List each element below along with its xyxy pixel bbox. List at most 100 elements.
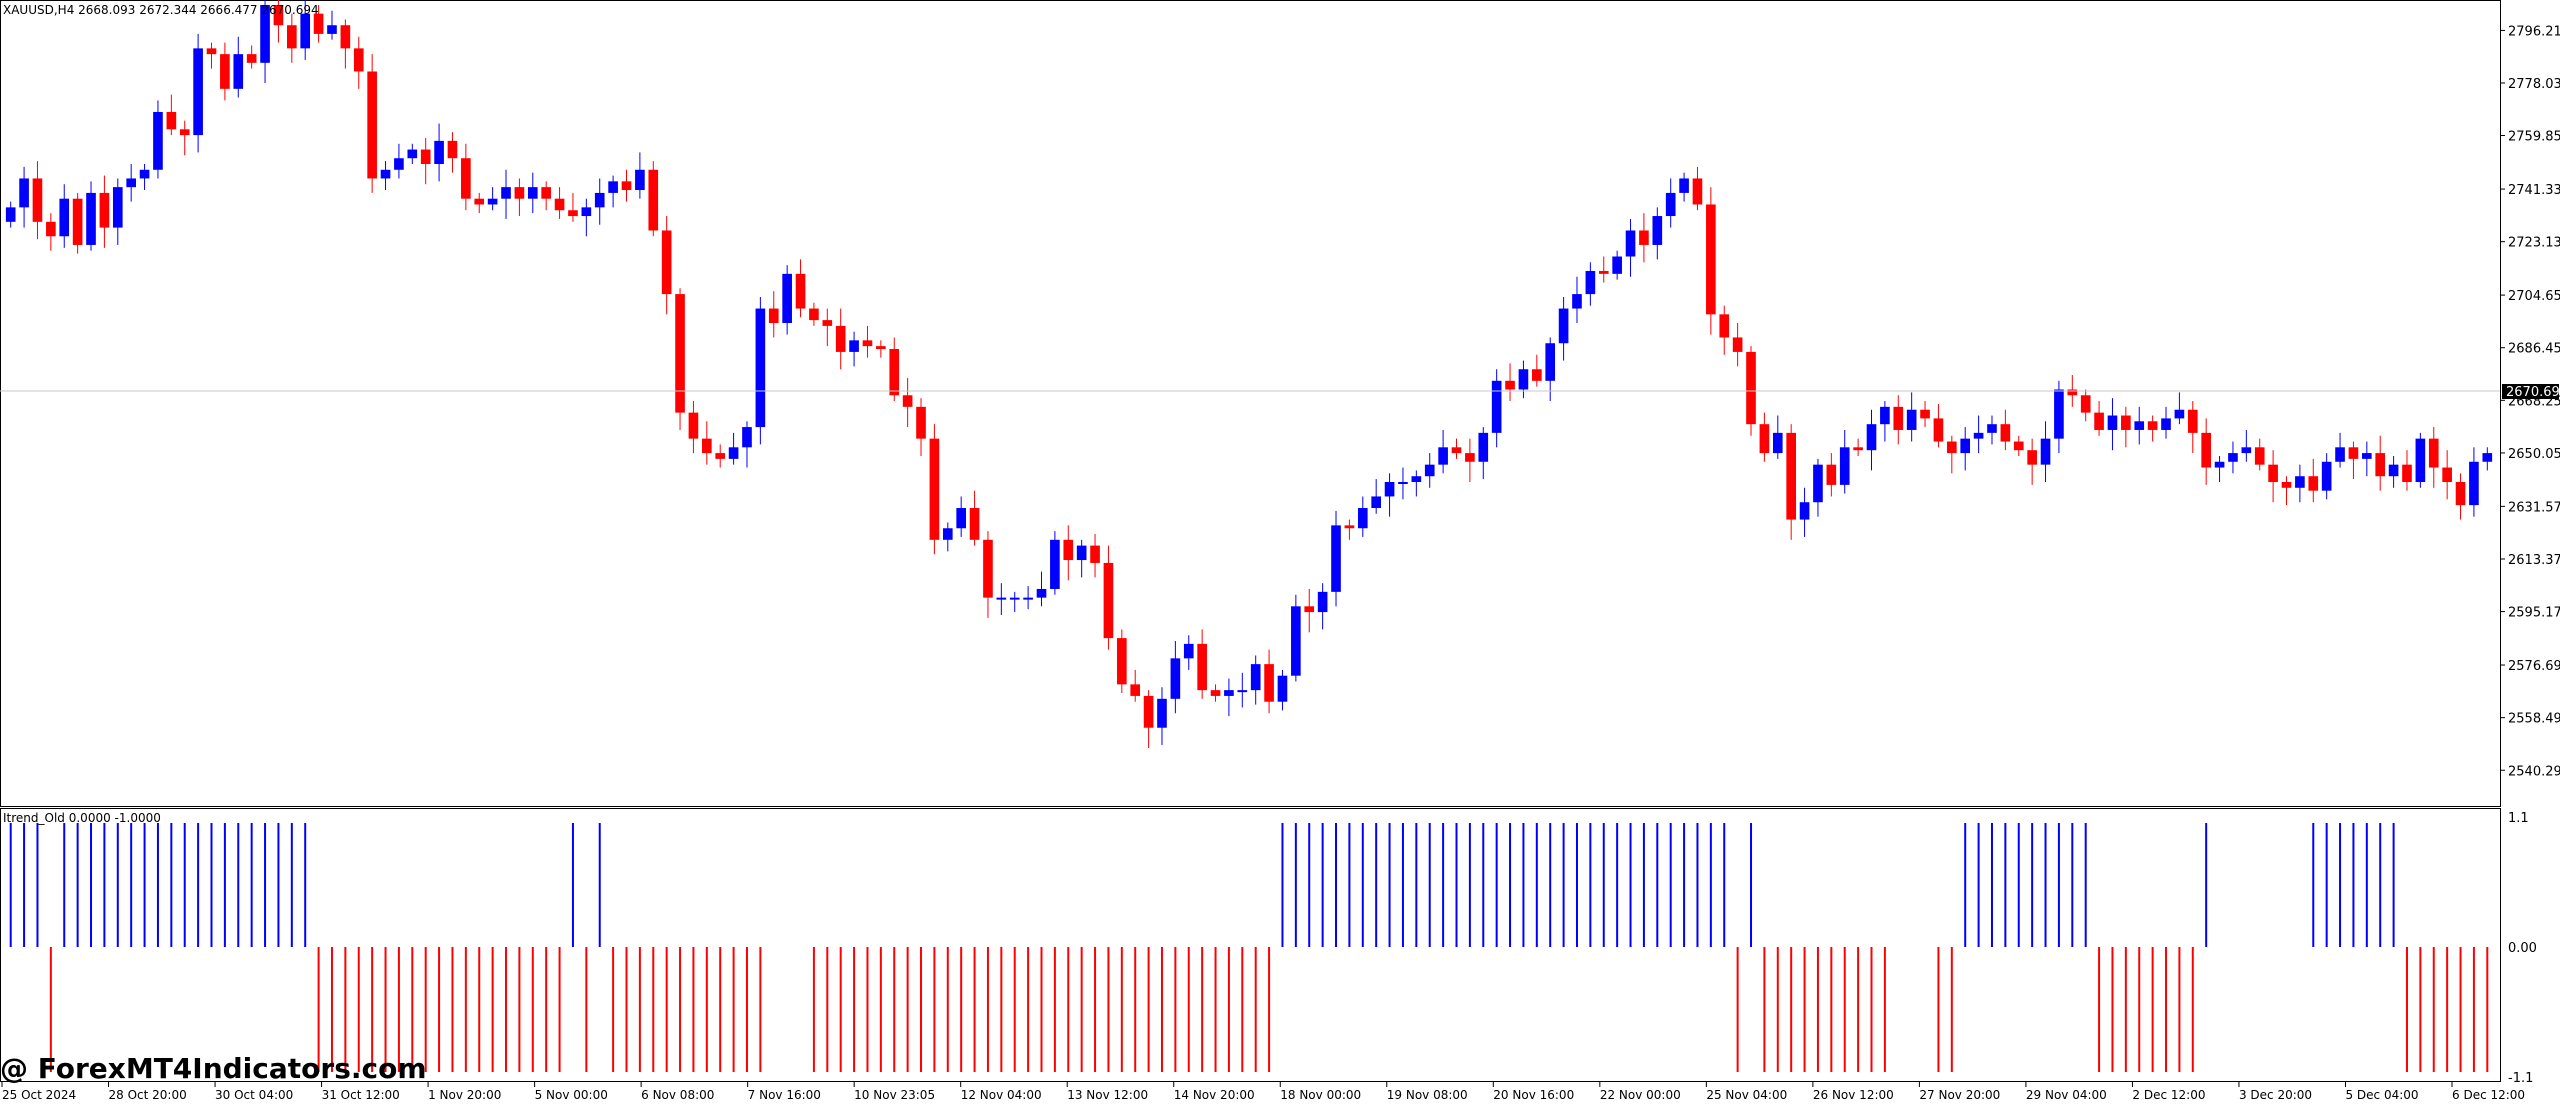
candle-body — [1063, 539, 1074, 561]
time-label: 30 Oct 04:00 — [215, 1088, 293, 1102]
candle-body — [755, 308, 766, 428]
candle-body — [2107, 415, 2118, 430]
candle-body — [1023, 597, 1033, 600]
price-label: 2723.130 — [2508, 236, 2560, 251]
price-label: 2595.170 — [2508, 606, 2560, 621]
price-label: 2778.030 — [2508, 77, 2560, 92]
time-label: 5 Nov 00:00 — [535, 1088, 608, 1102]
candle-body — [340, 25, 351, 49]
indicator-bars-layer — [9, 823, 2489, 1072]
candle-body — [380, 169, 391, 179]
candle-body — [2054, 389, 2064, 439]
candle-body — [1960, 438, 1971, 454]
candle-body — [1036, 588, 1047, 598]
candle-body — [2388, 464, 2399, 477]
time-label: 12 Nov 04:00 — [961, 1088, 1042, 1102]
candle-body — [2228, 453, 2238, 462]
candle-body — [260, 5, 270, 63]
candle-body — [1853, 447, 1863, 451]
time-label: 28 Oct 20:00 — [109, 1088, 187, 1102]
candle-body — [1357, 508, 1368, 529]
candle-body — [2121, 415, 2131, 430]
candle-body — [862, 340, 873, 347]
time-label: 25 Nov 04:00 — [1706, 1088, 1787, 1102]
price-label: 2704.650 — [2508, 289, 2560, 304]
candle-body — [1117, 638, 1127, 685]
candle-body — [126, 178, 136, 188]
candle-body — [1732, 337, 1743, 352]
candle-body — [942, 528, 953, 540]
price-label: 2613.370 — [2508, 553, 2560, 568]
candle-body — [2308, 476, 2319, 491]
candle-body — [728, 447, 739, 459]
candle-body — [635, 169, 645, 191]
candle-body — [300, 13, 311, 49]
candle-body — [2147, 421, 2158, 430]
candle-body — [2241, 447, 2252, 454]
candle-body — [1411, 476, 1422, 482]
candle-body — [1839, 447, 1850, 485]
indicator-axis-label: 1.1 — [2508, 811, 2529, 826]
candle-body — [795, 273, 806, 309]
candle-body — [621, 181, 632, 191]
candle-body — [2415, 438, 2426, 482]
candle-body — [956, 508, 966, 529]
candle-body — [1572, 294, 1582, 309]
candle-body — [996, 597, 1007, 600]
current-price-label: 2670.694 — [2506, 385, 2560, 400]
candle-body — [2040, 438, 2051, 465]
candle-body — [1076, 545, 1087, 561]
price-label: 2650.050 — [2508, 447, 2560, 462]
candle-body — [929, 438, 940, 540]
time-label: 3 Dec 20:00 — [2239, 1088, 2312, 1102]
candle-body — [2080, 395, 2091, 413]
candle-body — [59, 198, 70, 237]
candle-body — [1880, 406, 1890, 425]
candle-body — [501, 187, 511, 199]
candle-body — [153, 111, 163, 170]
candle-body — [1866, 424, 1877, 451]
time-label: 6 Nov 08:00 — [641, 1088, 714, 1102]
candle-body — [447, 140, 458, 159]
candle-body — [327, 25, 337, 34]
candle-body — [688, 412, 699, 439]
candle-body — [2442, 467, 2452, 482]
candle-body — [1920, 409, 1930, 419]
candle-body — [2094, 412, 2104, 430]
candle-body — [2000, 424, 2011, 442]
candle-body — [2295, 476, 2305, 488]
candle-body — [1224, 690, 1234, 696]
candle-body — [1759, 424, 1770, 454]
time-label: 10 Nov 23:05 — [854, 1088, 935, 1102]
price-label: 2558.490 — [2508, 712, 2560, 727]
candle-body — [2174, 409, 2185, 419]
candle-body — [246, 54, 257, 63]
candle-body — [1692, 178, 1703, 205]
candle-body — [648, 169, 659, 231]
candle-body — [661, 230, 672, 295]
candle-body — [99, 192, 110, 228]
candle-body — [608, 181, 618, 193]
candle-body — [809, 308, 819, 321]
candle-body — [768, 308, 779, 323]
time-label: 6 Dec 12:00 — [2452, 1088, 2525, 1102]
candle-body — [1438, 447, 1448, 465]
candle-body — [193, 48, 203, 136]
time-label: 25 Oct 2024 — [2, 1088, 76, 1102]
candle-body — [1532, 369, 1542, 381]
candle-body — [1558, 308, 1569, 344]
indicator-frame — [0, 808, 2501, 1082]
candle-body — [287, 25, 297, 49]
candle-body — [19, 178, 29, 208]
candle-body — [742, 427, 752, 448]
price-axis: 2796.210 2778.030 2759.850 2741.330 2723.130… — [2500, 24, 2560, 779]
time-label: 31 Oct 12:00 — [322, 1088, 400, 1102]
indicator-label: Itrend_Old 0.0000 -1.0000 — [3, 811, 161, 825]
candle-body — [902, 395, 913, 407]
candle-body — [822, 320, 833, 326]
candle-body — [916, 406, 926, 439]
candle-body — [1465, 453, 1475, 462]
time-label: 27 Nov 20:00 — [1919, 1088, 2000, 1102]
candle-body — [2187, 409, 2198, 433]
